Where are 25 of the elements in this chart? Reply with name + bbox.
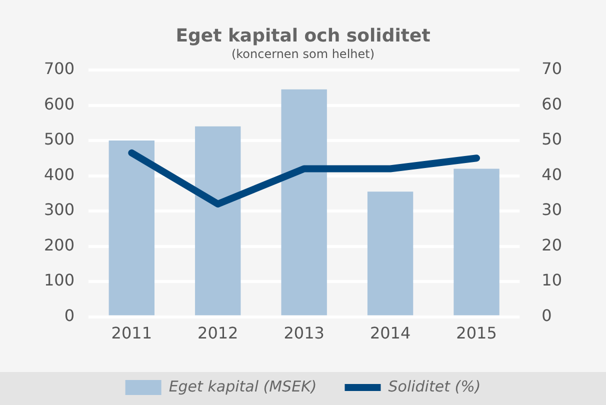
y2-tick-label: 30 [542,200,562,220]
y2-tick-label: 70 [542,59,562,78]
x-tick-label: 2014 [370,324,411,343]
x-tick-label: 2011 [111,324,152,343]
x-tick-label: 2013 [284,324,324,343]
y-tick-label: 400 [44,164,75,184]
legend-label: Soliditet (%) [388,377,481,396]
y-tick-label: 600 [44,94,75,114]
y-tick-label: 100 [44,270,75,290]
y2-tick-label: 60 [542,94,562,114]
chart-subtitle: (koncernen som helhet) [231,46,375,61]
chart-title: Eget kapital och soliditet [176,25,431,46]
y-tick-label: 700 [44,59,75,78]
y-tick-label: 300 [44,200,75,220]
x-tick-label: 2015 [456,324,497,343]
x-tick-label: 2012 [198,324,238,343]
y2-tick-label: 40 [542,164,562,184]
y2-tick-label: 10 [542,270,562,290]
legend-label: Eget kapital (MSEK) [168,377,317,396]
y-tick-label: 200 [44,235,75,254]
y2-tick-label: 0 [542,306,552,325]
y2-tick-label: 50 [542,130,562,149]
y2-tick-label: 20 [542,235,562,254]
y-tick-label: 500 [44,130,75,149]
y-tick-label: 0 [64,306,75,325]
